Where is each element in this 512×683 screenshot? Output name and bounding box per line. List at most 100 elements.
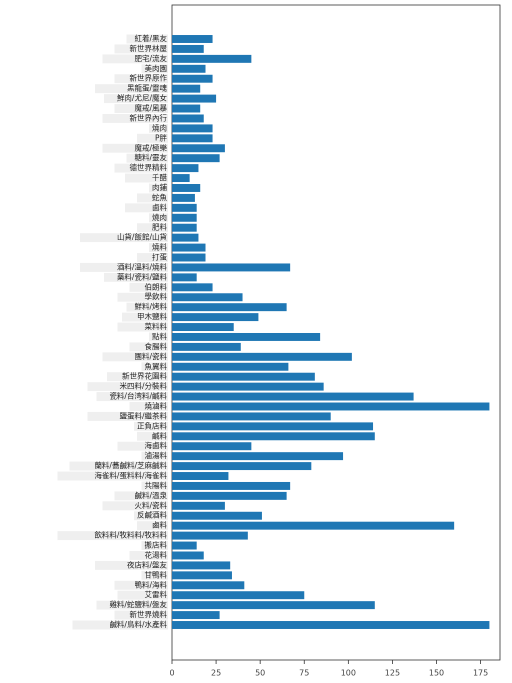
- bar: [172, 481, 291, 490]
- label-bg: [134, 511, 168, 521]
- bar: [172, 243, 206, 252]
- label-bg: [102, 352, 168, 362]
- y-tick-label: 瓷料/台湾料/鹹料: [109, 391, 167, 401]
- y-tick-label: 肥宅/流友: [134, 53, 167, 63]
- y-tick-label: 雞料/蛇鹽料/盤友: [109, 599, 167, 609]
- label-bg: [117, 590, 168, 600]
- bar: [172, 35, 213, 43]
- label-bg: [129, 342, 168, 352]
- bar: [172, 571, 232, 580]
- label-bg: [149, 183, 168, 193]
- bar: [172, 104, 201, 113]
- bar: [172, 253, 206, 262]
- y-tick-label: 海鹵料: [145, 440, 168, 450]
- label-bg: [137, 193, 168, 203]
- label-bg: [141, 481, 168, 491]
- bar: [172, 491, 287, 500]
- y-tick-label: 花湯料: [145, 549, 168, 559]
- y-tick-label: 反鹹酒料: [137, 510, 167, 520]
- label-bg: [141, 541, 168, 551]
- bar: [172, 134, 213, 143]
- label-bg: [96, 392, 168, 402]
- y-tick-label: 魔戒/風暴: [134, 103, 167, 113]
- label-bg: [95, 560, 168, 570]
- bar: [172, 164, 199, 173]
- y-tick-label: 學飲料: [145, 291, 168, 301]
- bar: [172, 501, 225, 510]
- label-bg: [126, 153, 168, 163]
- y-tick-label: 鮮料/烤料: [134, 301, 167, 311]
- y-tick-label: 德世界精料: [130, 162, 168, 172]
- y-tick-label: 海雀料/蛋料料/海雀料: [94, 470, 167, 480]
- bar: [172, 124, 213, 133]
- label-bg: [107, 372, 168, 382]
- label-bg: [141, 64, 168, 74]
- y-tick-label: 酒料/溫料/燒料: [117, 261, 168, 271]
- bar: [172, 462, 312, 471]
- y-tick-label: 肉鋪: [152, 182, 167, 192]
- y-tick-label: 甘鴨料: [145, 569, 168, 579]
- bar: [172, 283, 213, 292]
- bar: [172, 362, 289, 371]
- bar: [172, 44, 204, 53]
- label-bg: [114, 491, 168, 501]
- y-tick-label: 新世界林屋: [130, 43, 168, 53]
- bar: [172, 621, 490, 629]
- label-bg: [122, 312, 168, 322]
- bar: [172, 184, 201, 192]
- y-tick-label: 菜料料: [145, 321, 168, 331]
- bar: [172, 511, 262, 520]
- label-bg: [87, 382, 168, 392]
- y-tick-label: 共陽料: [145, 480, 168, 490]
- bar: [172, 273, 197, 282]
- bar: [172, 293, 243, 302]
- y-tick-label: 燒肉: [152, 122, 167, 132]
- bar: [172, 402, 490, 411]
- bar: [172, 223, 197, 232]
- bar: [172, 213, 197, 222]
- y-tick-label: 燒滷料: [145, 400, 168, 410]
- label-bg: [114, 44, 168, 54]
- y-tick-label: 美肉園: [145, 63, 168, 73]
- y-tick-label: 飲料料/牧料料/牧料料: [94, 530, 167, 540]
- label-bg: [137, 133, 168, 143]
- y-tick-label: 艾雷料: [145, 589, 168, 599]
- y-tick-label: 鮮肉/尤尼/魔女: [117, 93, 168, 103]
- y-tick-label: 點料: [152, 331, 167, 341]
- y-tick-label: 燒肉: [152, 212, 167, 222]
- label-bg: [129, 551, 168, 560]
- bar: [172, 472, 229, 480]
- x-tick-label: 125: [385, 669, 400, 678]
- y-tick-label: 新世界花園料: [122, 371, 167, 381]
- y-tick-label: 新世界內行: [130, 112, 168, 122]
- label-bg: [149, 213, 168, 223]
- bar: [172, 581, 245, 590]
- x-tick-label: 150: [429, 669, 444, 678]
- label-bg: [96, 600, 168, 610]
- label-bg: [137, 521, 168, 531]
- bar: [172, 233, 199, 242]
- label-bg: [117, 292, 168, 302]
- bar: [172, 601, 375, 610]
- y-tick-label: 鹹料/鳥料/水產料: [109, 619, 167, 629]
- y-tick-label: 蛇魚: [152, 192, 167, 202]
- y-tick-label: 夜店料/盤友: [127, 559, 168, 569]
- bar: [172, 263, 291, 272]
- y-tick-label: 鹹料: [152, 430, 167, 440]
- y-tick-label: 鴨料/海料: [134, 579, 167, 589]
- label-bg: [125, 203, 168, 213]
- y-tick-label: 火料/瓷料: [134, 500, 167, 510]
- y-tick-label: 山貨/飯館/山貨: [117, 232, 168, 242]
- x-tick-label: 0: [169, 669, 174, 678]
- label-bg: [102, 113, 168, 123]
- bar: [172, 611, 220, 620]
- y-tick-label: 食腸料: [145, 341, 168, 351]
- y-tick-label: 蘭料/蕎鹹料/芝麻鹹料: [94, 460, 167, 470]
- bar: [172, 531, 248, 540]
- bar: [172, 84, 201, 93]
- label-bg: [141, 570, 168, 580]
- y-tick-label: 鹵料: [152, 202, 167, 212]
- bar: [172, 203, 197, 212]
- label-bg: [80, 262, 168, 272]
